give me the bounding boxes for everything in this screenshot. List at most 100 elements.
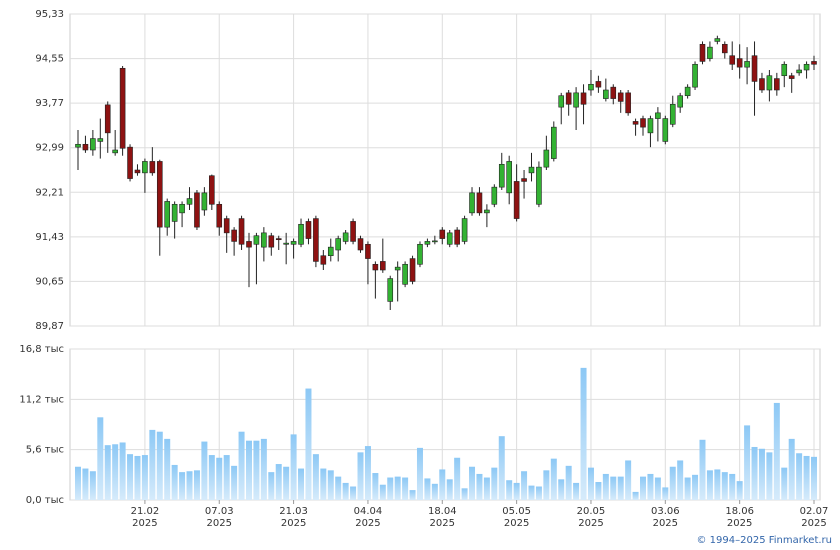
volume-bar xyxy=(796,453,803,500)
volume-bar xyxy=(692,474,699,500)
candle-body xyxy=(313,218,319,262)
copyright: © 1994–2025 Finmarket.ru xyxy=(696,535,832,546)
volume-bar xyxy=(208,455,215,500)
candle-body xyxy=(75,143,81,148)
candle-body xyxy=(275,238,282,241)
volume-bar xyxy=(245,440,252,500)
candle-body xyxy=(320,255,327,265)
candle-body xyxy=(781,63,788,77)
volume-bar xyxy=(587,467,594,500)
candle-body xyxy=(796,69,802,74)
candle-body xyxy=(461,218,468,242)
y-tick-label: 93,77 xyxy=(35,98,64,109)
candle-body xyxy=(365,243,371,259)
volume-bar xyxy=(268,472,275,500)
volume-bar xyxy=(156,431,163,500)
candle-body xyxy=(305,221,312,239)
x-tick-label: 04.04 2025 xyxy=(353,506,383,529)
volume-bar xyxy=(75,466,81,500)
volume-bar xyxy=(238,431,245,500)
volume-bar xyxy=(684,477,691,500)
volume-bar xyxy=(610,476,617,500)
y-tick-label: 5,6 тыс xyxy=(26,445,64,456)
candle-body xyxy=(142,161,148,174)
volume-bar xyxy=(744,425,751,500)
volume-bar xyxy=(454,457,461,500)
volume-bar xyxy=(342,482,349,500)
x-tick-label: 18.04 2025 xyxy=(427,506,457,529)
candle-body xyxy=(476,192,483,214)
candle-body xyxy=(610,86,617,99)
volume-bar xyxy=(350,486,357,500)
volume-bar xyxy=(127,454,134,500)
candle-body xyxy=(521,178,527,182)
candle-body xyxy=(223,218,230,234)
candle-body xyxy=(498,163,505,188)
candle-body xyxy=(409,258,416,282)
candle-body xyxy=(446,232,453,245)
volume-bar xyxy=(773,402,780,500)
candle-body xyxy=(246,241,252,248)
volume-bar xyxy=(751,446,758,500)
candle-body xyxy=(736,58,743,68)
volume-bar xyxy=(491,467,498,500)
candle-body xyxy=(751,55,758,82)
volume-bar xyxy=(409,490,416,500)
y-tick-label: 91,43 xyxy=(35,232,64,243)
volume-bar xyxy=(721,472,728,500)
candle-body xyxy=(647,118,654,134)
volume-bar xyxy=(82,468,89,500)
volume-bar xyxy=(97,417,104,500)
volume-bar xyxy=(171,464,178,500)
volume-bar xyxy=(781,467,788,500)
candle-body xyxy=(134,169,141,174)
volume-bar xyxy=(112,444,119,500)
candle-body xyxy=(484,209,490,214)
volume-bar xyxy=(714,469,721,500)
volume-bar xyxy=(402,477,409,500)
candle-body xyxy=(156,161,163,228)
volume-bar xyxy=(811,456,817,500)
volume-bar xyxy=(201,441,208,500)
volume-bar xyxy=(617,476,624,500)
volume-bar xyxy=(431,483,438,500)
candle-body xyxy=(655,112,661,119)
volume-bar xyxy=(186,471,193,500)
volume-bar xyxy=(357,452,364,500)
x-tick-label: 18.06 2025 xyxy=(725,506,754,529)
volume-bar xyxy=(662,487,669,500)
volume-bar xyxy=(141,455,148,500)
volume-bar xyxy=(602,473,609,500)
volume-bar xyxy=(223,455,230,500)
candle-body xyxy=(640,118,646,128)
candle-body xyxy=(327,246,334,257)
volume-bar xyxy=(193,470,200,500)
candle-body xyxy=(677,95,683,108)
volume-bar xyxy=(483,477,490,500)
candle-body xyxy=(536,166,542,205)
y-tick-label: 0,0 тыс xyxy=(26,495,64,506)
candle-body xyxy=(342,232,349,242)
candle-body xyxy=(127,146,133,179)
candle-body xyxy=(432,240,438,243)
candle-body xyxy=(721,43,728,54)
candle-body xyxy=(550,126,557,159)
candle-body xyxy=(803,63,810,71)
candle-body xyxy=(669,103,676,125)
candle-body xyxy=(729,55,736,65)
candle-body xyxy=(186,198,193,205)
candle-body xyxy=(595,81,602,88)
y-tick-label: 92,21 xyxy=(35,187,64,198)
volume-bar xyxy=(179,472,186,500)
candle-body xyxy=(744,61,750,68)
candle-body xyxy=(194,192,200,228)
candle-body xyxy=(788,75,795,79)
volume-bar xyxy=(372,473,379,500)
volume-bar xyxy=(379,484,386,500)
candle-body xyxy=(216,203,223,228)
volume-bar xyxy=(394,476,401,500)
candle-body xyxy=(164,201,171,228)
candle-body xyxy=(573,92,579,108)
x-tick-label: 21.02 2025 xyxy=(130,506,160,529)
